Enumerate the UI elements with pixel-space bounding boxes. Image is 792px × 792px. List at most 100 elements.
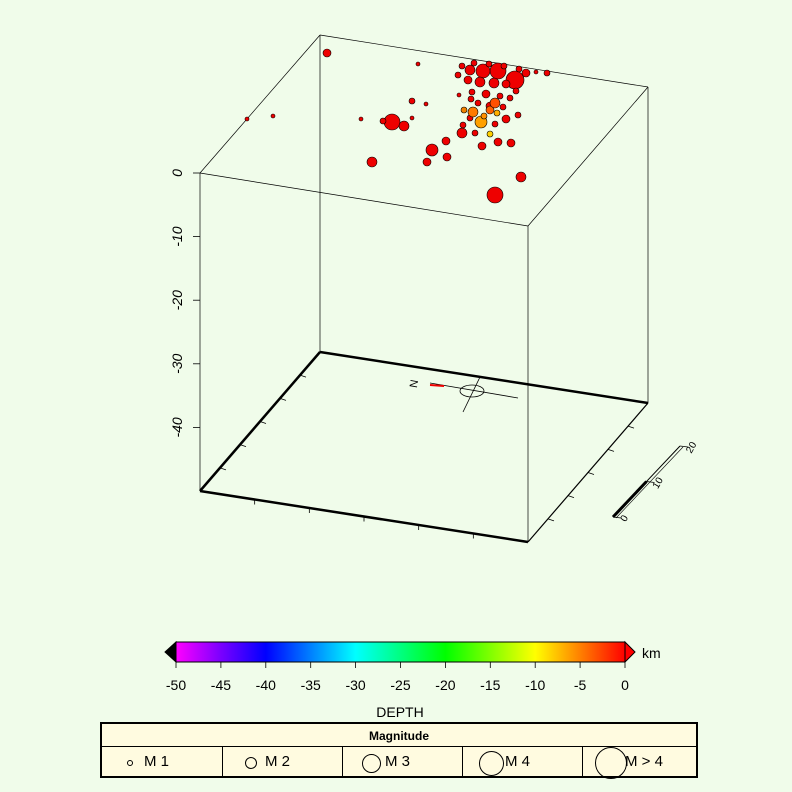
earthquake-marker [485, 105, 495, 115]
earthquake-marker [470, 59, 478, 67]
colorbar-low-triangle [164, 640, 177, 664]
depth-axis-tick-label: -20 [169, 290, 185, 310]
colorbar-tick-label: -50 [166, 677, 186, 693]
earthquake-marker [533, 69, 539, 75]
earthquake-marker [515, 65, 523, 73]
magnitude-legend-label: M > 4 [625, 753, 663, 770]
earthquake-marker [366, 156, 378, 168]
magnitude-legend-title: Magnitude [102, 724, 696, 747]
colorbar-tick-label: 0 [621, 677, 629, 693]
earthquake-marker [493, 137, 503, 147]
north-arrow: N [406, 376, 519, 413]
scale-bar-outline-2 [615, 446, 684, 519]
earthquake-marker [521, 68, 531, 78]
compass-ring [459, 384, 485, 398]
earthquake-marker [486, 186, 504, 204]
scale-bar-tick [612, 516, 622, 519]
bottom-tick [567, 495, 575, 499]
colorbar-tick-label: -45 [211, 677, 231, 693]
distance-scale-bar: 0 10 20 [611, 440, 700, 524]
box-edge-bottom-back [319, 350, 649, 405]
compass-north-label: N [406, 379, 419, 389]
earthquake-marker [464, 64, 476, 76]
earthquake-marker [456, 92, 462, 98]
earthquake-marker [468, 88, 476, 96]
magnitude-legend-circle [478, 750, 504, 776]
earthquake-marker [506, 94, 514, 102]
earthquake-marker [467, 95, 475, 103]
colorbar-title: DEPTH [376, 704, 423, 720]
box-back-edges [199, 34, 649, 544]
earthquake-marker [474, 76, 486, 88]
compass-north-pointer [429, 384, 445, 387]
colorbar-tick-label: -35 [301, 677, 321, 693]
magnitude-legend-item: M 2 [222, 747, 343, 776]
magnitude-legend-item: M 3 [342, 747, 463, 776]
bottom-tick [259, 421, 267, 424]
earthquake-marker [488, 77, 500, 89]
scale-bar-segment-1 [611, 480, 648, 519]
depth-axis-tick-label: -40 [169, 417, 185, 437]
earthquake-marker [460, 106, 468, 114]
bottom-tick [547, 518, 555, 522]
box-edge-top-back-left [199, 34, 321, 174]
earthquake-marker [480, 112, 488, 120]
bottom-tick [627, 425, 635, 429]
bottom-tick [279, 397, 287, 401]
magnitude-legend-label: M 2 [265, 753, 291, 770]
magnitude-legend-item: M 1 [102, 747, 222, 776]
earthquake-marker [454, 71, 462, 79]
earthquake-marker [500, 62, 508, 70]
earthquake-marker [493, 109, 501, 117]
earthquake-marker [501, 79, 511, 89]
earthquake-markers [244, 48, 551, 204]
earthquake-marker [512, 87, 520, 95]
earthquake-marker [422, 157, 432, 167]
bottom-tick [239, 444, 247, 448]
earthquake-marker [499, 103, 507, 111]
earthquake-marker [491, 120, 499, 128]
earthquake-marker [408, 97, 416, 105]
earthquake-marker [496, 92, 504, 100]
colorbar-high-triangle [624, 640, 636, 664]
earthquake-marker [442, 152, 452, 162]
earthquake-marker [456, 127, 468, 139]
compass-axis-line [429, 382, 519, 399]
earthquake-marker [458, 62, 466, 70]
earthquake-marker [474, 99, 482, 107]
earthquake-marker [486, 130, 494, 138]
earthquake-marker [398, 120, 410, 132]
earthquake-marker [409, 115, 415, 121]
scale-bar-tick-label: 10 [651, 475, 666, 491]
earthquake-marker [383, 113, 401, 131]
bottom-tick [219, 467, 227, 471]
magnitude-legend-item: M > 4 [582, 747, 703, 779]
earthquake-marker [322, 48, 332, 58]
magnitude-legend-label: M 1 [144, 753, 170, 770]
earthquake-marker [543, 69, 551, 77]
magnitude-legend-circle [595, 747, 627, 779]
box-edge-top-front-left [199, 172, 529, 227]
earthquake-marker [379, 117, 387, 125]
magnitude-legend-label: M 4 [505, 753, 531, 770]
earthquake-marker [423, 101, 429, 107]
earthquake-marker [471, 129, 479, 137]
earthquake-marker [270, 113, 276, 119]
earthquake-marker [481, 89, 491, 99]
earthquake-marker [485, 60, 493, 68]
earthquake-marker [425, 143, 439, 157]
box-front-edges [199, 86, 649, 542]
colorbar-tick-label: -15 [480, 677, 500, 693]
colorbar-tick-label: -20 [435, 677, 455, 693]
magnitude-legend-item: M 4 [462, 747, 583, 776]
bottom-tick [299, 374, 307, 378]
colorbar-tick-label: -25 [390, 677, 410, 693]
scale-bar-tick [646, 481, 655, 483]
colorbar-tick-label: -10 [525, 677, 545, 693]
earthquake-marker [358, 116, 364, 122]
bottom-tick-marks [219, 374, 635, 539]
colorbar-unit-label: km [642, 645, 661, 661]
magnitude-legend-circle [361, 753, 381, 773]
